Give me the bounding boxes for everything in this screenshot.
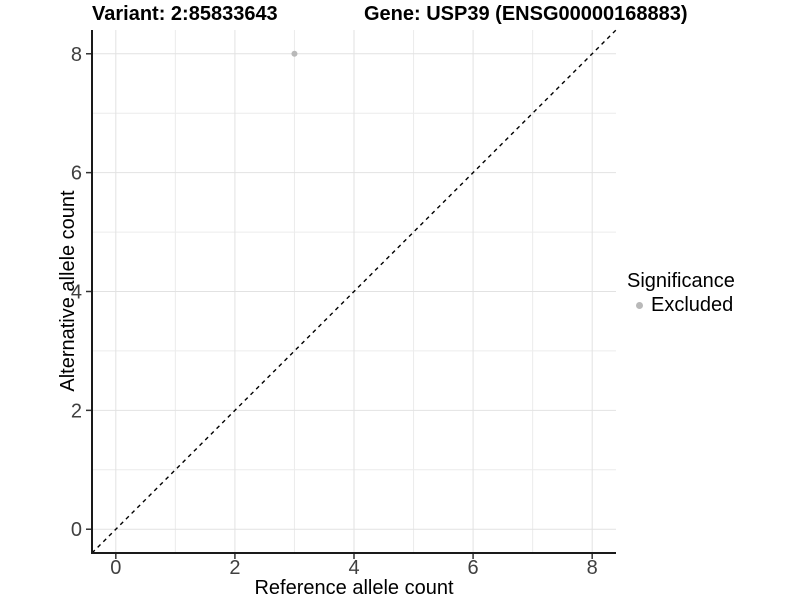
- x-tick-label: 6: [468, 557, 479, 579]
- y-axis-title: Alternative allele count: [57, 190, 79, 392]
- x-tick-label: 4: [348, 557, 359, 579]
- y-tick-label: 6: [71, 163, 82, 185]
- legend-title: Significance: [627, 270, 735, 292]
- tick-labels: 0 2 4 6 8 0 2 4 6 8: [71, 44, 598, 579]
- data-points: [291, 50, 298, 57]
- x-tick-label: 8: [587, 557, 598, 579]
- legend-item-excluded: Excluded: [627, 293, 735, 317]
- x-axis-title: Reference allele count: [0, 576, 800, 600]
- x-axis-title-text: Reference allele count: [254, 577, 454, 599]
- legend-key: [627, 293, 651, 317]
- tick-marks: [86, 53, 593, 559]
- identity-dashed-line: [91, 29, 617, 554]
- y-tick-label: 8: [71, 44, 82, 66]
- identity-line: [91, 29, 617, 554]
- x-tick-label: 2: [229, 557, 240, 579]
- legend: Significance Excluded: [627, 269, 735, 317]
- excluded-point-icon: [635, 301, 643, 309]
- x-tick-label: 0: [110, 557, 121, 579]
- scatter-point: [291, 50, 298, 57]
- legend-item-label: Excluded: [651, 293, 734, 316]
- gene-title: Gene: USP39 (ENSG00000168883): [364, 3, 688, 25]
- variant-title: Variant: 2:85833643: [92, 3, 278, 25]
- y-tick-label: 0: [71, 519, 82, 541]
- y-tick-label: 2: [71, 400, 82, 422]
- y-tick-label: 4: [71, 282, 82, 304]
- axis-lines: [91, 30, 616, 554]
